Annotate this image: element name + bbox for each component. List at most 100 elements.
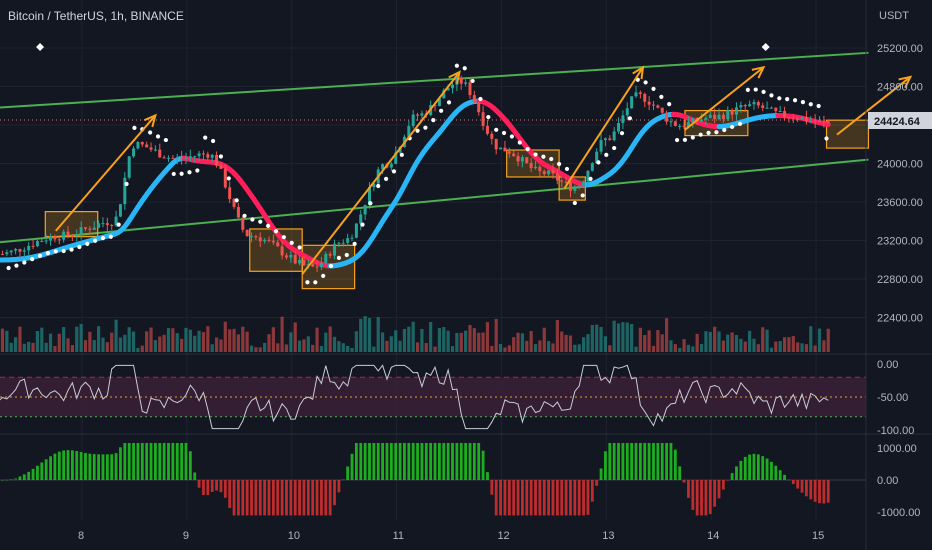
channel-upper	[0, 51, 869, 109]
candle-body-9	[35, 241, 39, 247]
sar-dot	[313, 280, 318, 285]
macd-bar-110	[477, 442, 481, 480]
volume-bar-102	[442, 327, 446, 352]
candle-body-113	[490, 133, 494, 139]
current-price-tag-box	[868, 112, 932, 129]
macd-bar-48	[206, 480, 210, 496]
sar-dot	[572, 200, 577, 206]
volume-bar-99	[429, 321, 433, 352]
volume-bar-105	[455, 332, 459, 352]
macd-bar-140	[608, 442, 612, 480]
sar-dot	[77, 244, 82, 250]
volume-bar-4	[13, 337, 18, 352]
parabolic-sar	[6, 63, 829, 285]
macd-axis[interactable]: 1000.00 0.00 -1000.00	[877, 443, 920, 519]
candle-body-34	[145, 144, 149, 148]
sar-dot	[100, 236, 106, 241]
volume-bar-68	[293, 322, 297, 352]
volume-bar-48	[206, 326, 210, 352]
candle-body-32	[136, 142, 140, 149]
macd-bar-102	[442, 442, 446, 480]
candle-body-157	[682, 125, 686, 127]
volume-bar-129	[560, 331, 564, 352]
macd-bar-83	[359, 442, 363, 480]
volume-bar-106	[459, 332, 463, 352]
volume-bar-24	[101, 337, 105, 352]
volume-bar-60	[258, 347, 262, 352]
volume-bar-84	[363, 316, 367, 352]
candle-body-139	[603, 138, 607, 141]
candle-body-159	[691, 118, 695, 123]
volume-bar-179	[778, 341, 782, 352]
sar-dot	[336, 255, 342, 260]
volume-bar-5	[18, 326, 22, 352]
candle-body-6	[22, 250, 26, 252]
time-tick-0: 8	[78, 530, 84, 542]
volume-bar-115	[498, 343, 503, 352]
volume-bar-36	[153, 340, 158, 352]
volume-bar-93	[402, 328, 407, 352]
candle-body-82	[354, 223, 358, 238]
volume-bar-162	[704, 331, 708, 352]
macd-bar-84	[363, 442, 367, 480]
sar-dot	[391, 169, 397, 174]
price-tick-1: 24800.00	[877, 82, 923, 94]
price-tick-5: 23200.00	[877, 236, 923, 248]
candle-body-58	[250, 236, 254, 238]
volume-bar-175	[761, 327, 765, 352]
sar-dot	[305, 280, 310, 285]
macd-bar-111	[481, 450, 485, 480]
volume-bar-53	[228, 329, 232, 352]
sar-dot	[486, 114, 491, 120]
candle-body-18	[75, 234, 79, 236]
macd-bar-158	[687, 480, 690, 498]
volume-bar-30	[127, 327, 131, 352]
candle-body-70	[302, 259, 306, 266]
volume-bar-65	[280, 316, 284, 352]
volume-bar-6	[22, 343, 26, 352]
volume-bar-130	[564, 334, 568, 352]
macd-bar-116	[503, 480, 507, 516]
candle-body-85	[367, 187, 371, 205]
candle-body-122	[529, 163, 533, 169]
volume-bar-139	[603, 336, 608, 352]
time-axis[interactable]: 8 9 10 11 12 13 14 15	[78, 530, 824, 542]
macd-bar-135	[586, 480, 590, 515]
candle-body-114	[494, 138, 498, 150]
sar-dot	[564, 166, 570, 172]
candle-body-74	[319, 262, 323, 268]
macd-bar-148	[643, 442, 647, 480]
sar-dot	[45, 251, 51, 256]
sar-dot	[462, 66, 467, 71]
macd-bar-17	[70, 450, 74, 480]
candle-body-167	[726, 110, 730, 120]
macd-bar-20	[84, 452, 87, 480]
macd-bar-1	[1, 479, 4, 481]
volume-bar-89	[385, 340, 389, 352]
sar-dot	[116, 222, 121, 227]
candle-body-141	[612, 131, 616, 141]
volume-bar-55	[236, 334, 241, 352]
candle-body-42	[180, 157, 184, 159]
candle-body-60	[258, 237, 262, 242]
volume-bar-63	[271, 327, 275, 352]
macd-bar-139	[604, 451, 607, 480]
volume-bar-75	[324, 332, 328, 352]
volume-bar-180	[782, 337, 787, 352]
candle-body-188	[818, 120, 822, 122]
macd-bar-47	[202, 480, 205, 495]
rsi-axis[interactable]: 0.00 -50.00 -100.00	[877, 359, 914, 437]
candle-body-142	[617, 123, 621, 132]
candle-body-63	[271, 240, 275, 243]
candle-body-37	[158, 149, 162, 158]
macd-bar-18	[75, 451, 79, 480]
sar-dot	[179, 171, 184, 176]
macd-bar-124	[538, 480, 542, 516]
volume-bar-184	[800, 343, 804, 352]
volume-bar-155	[673, 344, 677, 352]
candle-body-108	[468, 82, 472, 96]
volume-bar-172	[748, 330, 752, 352]
sar-dot	[258, 219, 263, 224]
candle-body-12	[49, 236, 53, 241]
